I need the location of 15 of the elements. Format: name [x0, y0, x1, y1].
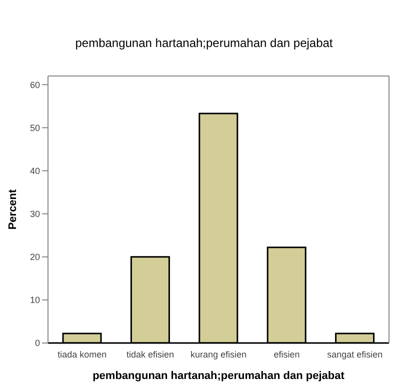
y-tick-label: 0 [34, 338, 40, 348]
x-tick-label: kurang efisien [190, 349, 247, 360]
x-tick-label: tidak efisien [126, 349, 174, 360]
y-tick-label: 30 [30, 209, 40, 219]
y-tick-label: 50 [30, 122, 40, 133]
x-tick-label: sangat efisien [327, 349, 383, 360]
x-axis-title: pembangunan hartanah;perumahan dan pejabat [92, 370, 345, 382]
y-tick-label: 10 [30, 295, 40, 306]
y-tick-label: 60 [30, 80, 40, 90]
chart-title: pembangunan hartanah;perumahan dan pejabat [74, 36, 334, 50]
y-tick-label: 20 [30, 252, 40, 262]
x-tick-label: tiada komen [58, 349, 107, 360]
y-axis-title: Percent [6, 188, 19, 230]
x-tick-label: efisien [274, 349, 300, 360]
y-tick-label: 40 [30, 166, 40, 176]
